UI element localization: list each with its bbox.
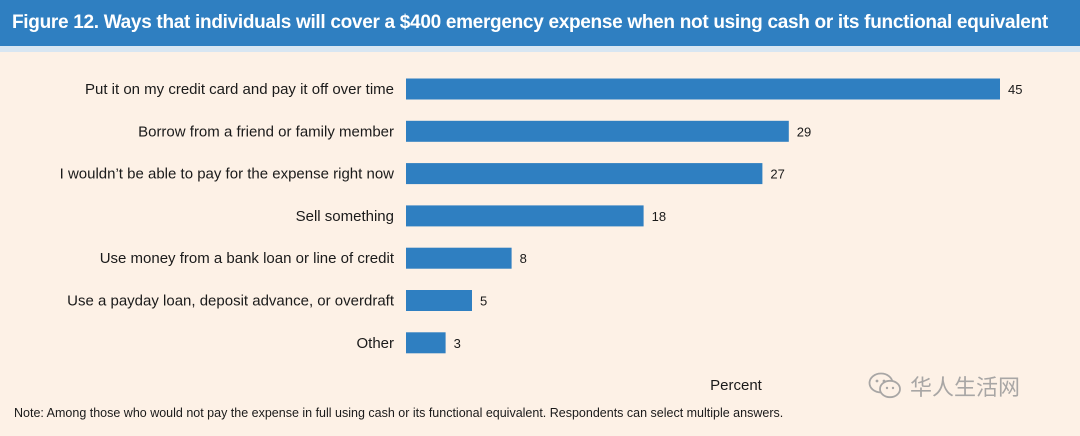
- wechat-icon: [868, 372, 901, 399]
- data-label: 45: [1008, 82, 1022, 97]
- bar: [406, 290, 472, 311]
- figure-header: Figure 12. Ways that individuals will co…: [0, 0, 1080, 52]
- figure-title: Figure 12. Ways that individuals will co…: [12, 12, 1048, 33]
- data-label: 27: [770, 167, 784, 182]
- watermark: 华人生活网: [868, 370, 1020, 402]
- category-label: Borrow from a friend or family member: [138, 123, 394, 140]
- bar: [406, 205, 644, 227]
- data-label: 8: [520, 251, 527, 266]
- bar: [406, 163, 763, 185]
- figure-note: Note: Among those who would not pay the …: [14, 406, 784, 420]
- category-label: Other: [356, 335, 394, 352]
- category-label: I wouldn’t be able to pay for the expens…: [60, 166, 395, 183]
- x-axis-label: Percent: [710, 377, 763, 394]
- category-label: Use a payday loan, deposit advance, or o…: [67, 293, 395, 310]
- bar: [406, 332, 446, 354]
- bar: [406, 120, 789, 142]
- data-label: 18: [652, 209, 666, 224]
- data-label: 29: [797, 124, 811, 139]
- category-label: Use money from a bank loan or line of cr…: [100, 250, 395, 267]
- data-label: 3: [454, 336, 461, 351]
- bar: [406, 247, 512, 269]
- data-label: 5: [480, 294, 487, 309]
- category-label: Sell something: [296, 208, 394, 225]
- bars-layer: Put it on my credit card and pay it off …: [60, 78, 1022, 354]
- category-label: Put it on my credit card and pay it off …: [85, 81, 394, 98]
- watermark-text: 华人生活网: [910, 376, 1021, 401]
- bar: [406, 78, 1000, 100]
